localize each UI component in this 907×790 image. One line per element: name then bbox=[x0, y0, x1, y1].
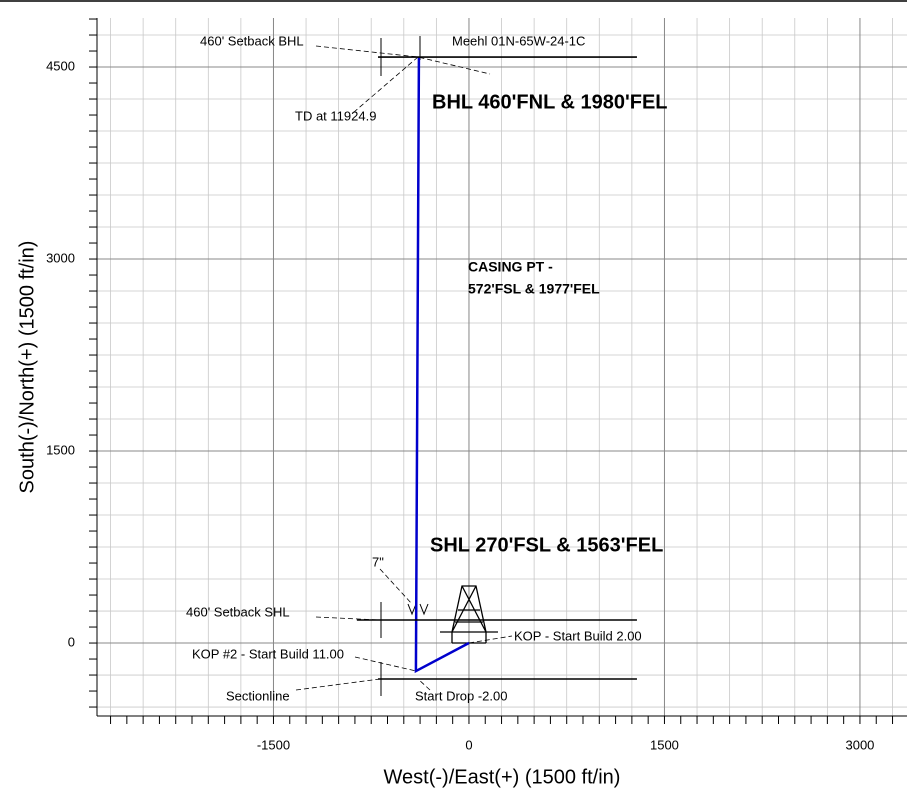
leader bbox=[315, 616, 381, 621]
leader bbox=[315, 45, 491, 75]
casing-symbol bbox=[407, 603, 429, 616]
y-tick-label: 1500 bbox=[46, 442, 75, 457]
annotation: BHL 460'FNL & 1980'FEL bbox=[432, 91, 668, 113]
annotation: Start Drop -2.00 bbox=[415, 688, 508, 703]
leader bbox=[417, 678, 431, 691]
x-tick-label: 1500 bbox=[650, 737, 679, 752]
leader bbox=[379, 568, 413, 605]
annotation: TD at 11924.9 bbox=[295, 108, 376, 123]
leader bbox=[295, 678, 381, 691]
leader bbox=[354, 656, 417, 672]
annotation: SHL 270'FSL & 1563'FEL bbox=[430, 534, 663, 556]
y-axis-label: South(-)/North(+) (1500 ft/in) bbox=[16, 241, 38, 494]
leader-lines bbox=[295, 36, 513, 696]
x-tick-label: -1500 bbox=[257, 737, 290, 752]
rig-symbol bbox=[440, 585, 498, 644]
annotation: 572'FSL & 1977'FEL bbox=[468, 281, 600, 297]
annotation: 460' Setback SHL bbox=[186, 604, 290, 619]
annotation: KOP #2 - Start Build 11.00 bbox=[192, 646, 344, 661]
annotation: CASING PT - bbox=[468, 259, 553, 275]
grid bbox=[89, 18, 907, 724]
annotation: Meehl 01N-65W-24-1C bbox=[452, 33, 585, 48]
x-axis-label: West(-)/East(+) (1500 ft/in) bbox=[384, 766, 621, 788]
series-line bbox=[414, 57, 470, 674]
y-tick-label: 0 bbox=[68, 634, 75, 649]
annotation: Sectionline bbox=[226, 688, 290, 703]
y-tick-label: 4500 bbox=[46, 58, 75, 73]
annotation: 460' Setback BHL bbox=[200, 33, 304, 48]
x-tick-label: 0 bbox=[465, 737, 472, 752]
annotation: 7" bbox=[372, 554, 384, 569]
annotation: KOP - Start Build 2.00 bbox=[514, 628, 642, 643]
x-tick-label: 3000 bbox=[845, 737, 874, 752]
y-tick-label: 3000 bbox=[46, 250, 75, 265]
leader bbox=[353, 56, 419, 113]
leader bbox=[468, 635, 513, 644]
